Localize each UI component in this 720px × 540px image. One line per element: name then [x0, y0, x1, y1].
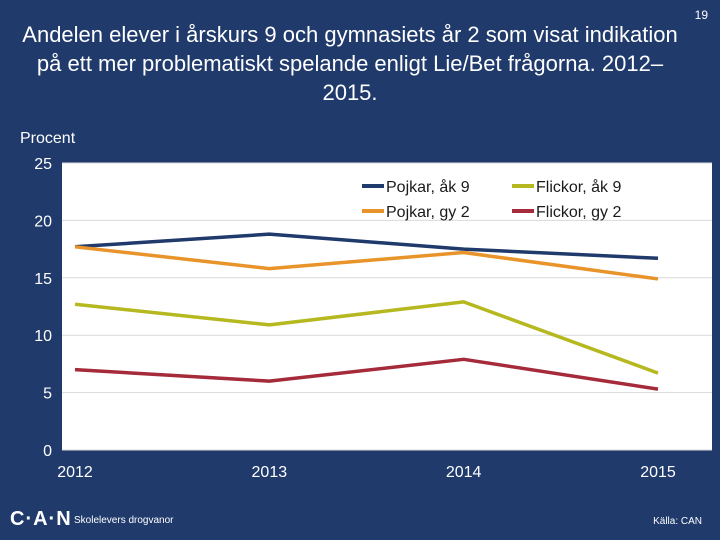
series-line	[74, 232, 659, 261]
footer-source: Källa: CAN	[653, 516, 702, 527]
x-tick-label: 2014	[446, 464, 482, 481]
y-tick-label: 10	[34, 328, 52, 345]
slide-title: Andelen elever i årskurs 9 och gymnasiet…	[22, 22, 678, 105]
x-tick-label: 2015	[640, 464, 676, 481]
series-line	[74, 300, 659, 375]
x-tick-label: 2012	[57, 464, 93, 481]
legend-label: Flickor, gy 2	[536, 204, 621, 221]
footer-subtitle: Skolelevers drogvanor	[74, 515, 174, 526]
y-tick-label: 0	[43, 443, 52, 460]
legend-label: Flickor, åk 9	[536, 178, 621, 196]
series-line	[74, 245, 659, 281]
y-tick-label: 20	[34, 213, 52, 230]
x-tick-label: 2013	[252, 464, 288, 481]
plot-area	[62, 163, 712, 450]
y-tick-label: 15	[34, 271, 52, 288]
legend-label: Pojkar, åk 9	[386, 178, 470, 196]
legend-label: Pojkar, gy 2	[386, 204, 470, 221]
y-axis-label: Procent	[20, 130, 76, 147]
can-logo: C·A·N	[10, 508, 72, 530]
y-tick-label: 5	[43, 386, 52, 403]
series-line	[74, 357, 659, 391]
y-tick-label: 25	[34, 156, 52, 173]
page-number: 19	[694, 8, 708, 22]
